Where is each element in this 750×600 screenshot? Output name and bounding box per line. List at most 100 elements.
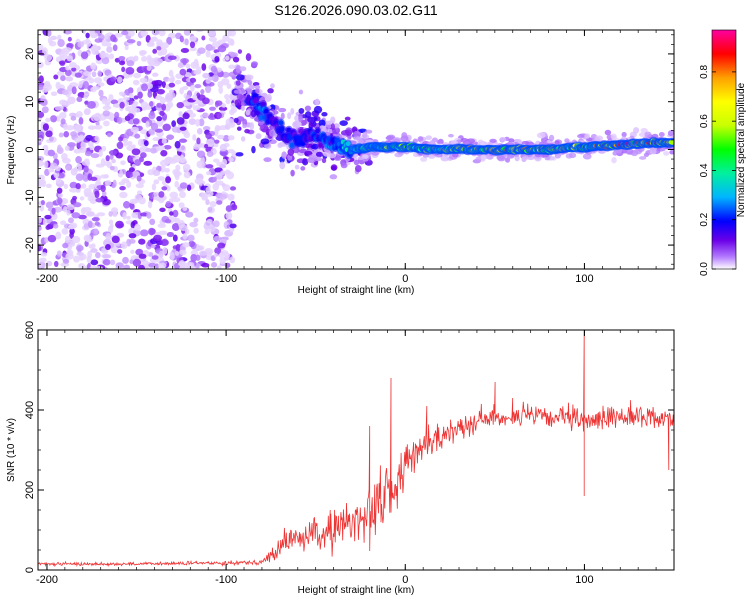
heatmap-cell xyxy=(65,165,71,171)
heatmap-cell xyxy=(279,161,286,170)
heatmap-cell xyxy=(189,35,197,42)
heatmap-cell xyxy=(157,176,165,181)
heatmap-cell xyxy=(56,250,62,257)
heatmap-cell xyxy=(198,177,203,186)
heatmap-cell xyxy=(127,140,133,147)
heatmap-cell xyxy=(158,262,167,269)
heatmap-cell xyxy=(112,103,121,108)
heatmap-cell xyxy=(41,106,49,114)
heatmap-cell xyxy=(140,30,149,37)
heatmap-cell xyxy=(225,205,233,213)
heatmap-cell xyxy=(226,30,234,33)
heatmap-cell xyxy=(58,132,64,138)
heatmap-cell xyxy=(184,38,189,46)
heatmap-cell xyxy=(401,132,408,139)
heatmap-cell xyxy=(168,89,174,94)
heatmap-cell xyxy=(62,89,69,96)
heatmap-cell xyxy=(38,111,45,118)
heatmap-cell xyxy=(119,101,125,109)
colorbar-tick-label: 0.0 xyxy=(699,262,710,276)
heatmap-cell xyxy=(47,234,57,243)
heatmap-cell xyxy=(154,128,164,133)
heatmap-cell xyxy=(268,129,275,137)
heatmap-cell xyxy=(420,156,428,162)
heatmap-cell xyxy=(172,209,179,218)
heatmap-cell xyxy=(123,140,129,147)
heatmap-cell xyxy=(86,255,92,263)
heatmap-cell xyxy=(179,264,188,269)
heatmap-cell xyxy=(235,74,245,81)
heatmap-cell xyxy=(298,108,305,114)
heatmap-cell xyxy=(166,232,175,238)
heatmap-cell xyxy=(340,130,350,136)
heatmap-cell xyxy=(536,132,546,139)
heatmap-cell xyxy=(122,212,127,220)
heatmap-cell xyxy=(72,195,78,201)
heatmap-cell xyxy=(57,39,65,48)
heatmap-cell xyxy=(209,200,217,208)
heatmap-cell xyxy=(88,244,94,249)
heatmap-cell xyxy=(229,223,237,229)
heatmap-cell xyxy=(221,158,228,166)
heatmap-cell xyxy=(179,126,187,131)
heatmap-cell xyxy=(214,139,220,144)
heatmap-cell xyxy=(57,192,63,198)
heatmap-cell xyxy=(548,134,555,142)
heatmap-cell xyxy=(126,180,132,188)
heatmap-cell xyxy=(140,55,148,62)
heatmap-cell xyxy=(54,106,63,111)
heatmap-cell xyxy=(172,196,181,203)
heatmap-cell xyxy=(318,119,326,127)
heatmap-cell xyxy=(95,121,100,126)
heatmap-cell xyxy=(362,131,368,139)
heatmap-cell xyxy=(109,165,115,171)
heatmap-cell xyxy=(633,127,640,134)
heatmap-cell xyxy=(189,77,197,83)
heatmap-cell xyxy=(131,106,138,113)
spectrogram-y-tick-label: 0 xyxy=(24,146,36,152)
heatmap-cell xyxy=(82,81,90,89)
heatmap-cell xyxy=(38,61,44,69)
heatmap-cell xyxy=(147,169,155,176)
heatmap-cell xyxy=(198,118,205,127)
heatmap-cell xyxy=(610,133,617,140)
heatmap-cell xyxy=(328,153,337,159)
heatmap-cell xyxy=(225,55,230,61)
heatmap-cell xyxy=(114,32,123,38)
heatmap-cell xyxy=(152,48,158,54)
heatmap-cell xyxy=(133,55,139,62)
heatmap-cell xyxy=(298,89,304,95)
heatmap-cell xyxy=(215,180,224,186)
heatmap-cell xyxy=(102,110,110,117)
heatmap-cell xyxy=(42,123,49,131)
heatmap-cell xyxy=(182,85,189,91)
heatmap-cell xyxy=(621,131,627,138)
heatmap-cell xyxy=(129,198,138,205)
heatmap-cell xyxy=(204,228,210,235)
heatmap-cell xyxy=(564,138,570,143)
snr-x-label: Height of straight line (km) xyxy=(298,585,415,596)
heatmap-cell xyxy=(66,42,74,49)
heatmap-cell xyxy=(189,46,197,52)
snr-y-ticks: 0 200 400 600 xyxy=(24,321,674,573)
heatmap-cell xyxy=(159,207,166,213)
heatmap-cell xyxy=(604,129,612,136)
heatmap-cell xyxy=(153,179,160,185)
heatmap-cell xyxy=(86,40,92,47)
heatmap-cell xyxy=(242,123,247,129)
heatmap-cell xyxy=(253,98,258,104)
heatmap-cell xyxy=(235,64,242,73)
heatmap-cell xyxy=(135,183,144,189)
heatmap-cell xyxy=(138,253,147,259)
heatmap-cell xyxy=(185,211,194,218)
heatmap-cell xyxy=(142,106,147,111)
heatmap-cell xyxy=(101,39,107,47)
heatmap-cell xyxy=(254,87,260,94)
heatmap-cell xyxy=(43,83,52,91)
heatmap-cell xyxy=(289,142,295,148)
heatmap-cell xyxy=(108,219,114,225)
heatmap-cell xyxy=(139,77,148,83)
heatmap-cell xyxy=(102,258,111,266)
heatmap-cell xyxy=(230,52,238,58)
heatmap-cell xyxy=(120,241,128,250)
